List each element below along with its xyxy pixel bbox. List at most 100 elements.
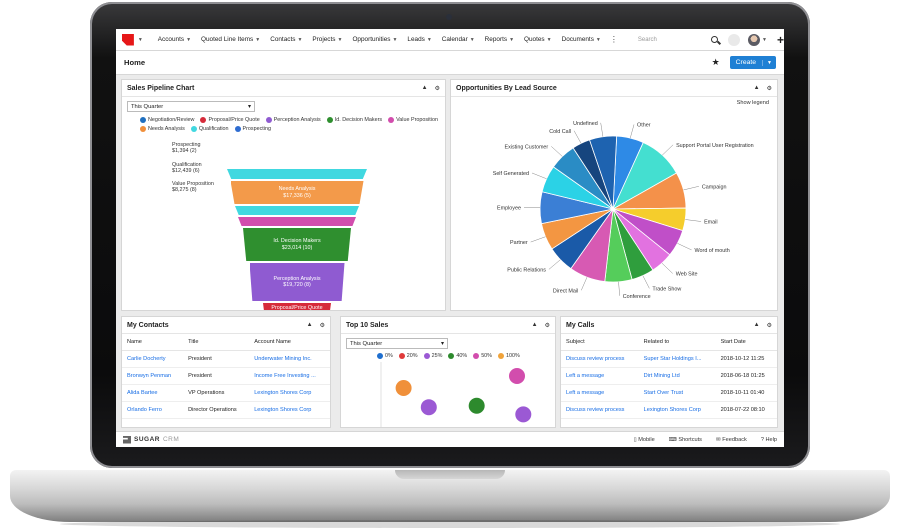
notifications-icon[interactable]: [728, 33, 741, 46]
legend-item[interactable]: Perception Analysis: [265, 117, 321, 123]
collapse-icon[interactable]: ▲: [753, 321, 760, 328]
legend-item[interactable]: 100%: [497, 353, 520, 359]
column-header[interactable]: Title: [183, 334, 250, 351]
row-link[interactable]: Orlando Ferro: [122, 401, 184, 419]
funnel-stage[interactable]: Needs Analysis $17,336 (5): [230, 181, 364, 204]
row-link[interactable]: Bronwyn Penman: [122, 367, 184, 385]
column-header[interactable]: Subject: [561, 334, 639, 351]
nav-item-contacts[interactable]: Contacts ▼: [265, 36, 307, 43]
scatter-point[interactable]: [468, 397, 485, 414]
scatter-point[interactable]: [515, 406, 532, 423]
nav-item-opportunities[interactable]: Opportunities ▼: [347, 36, 402, 43]
footer-link-shortcuts[interactable]: ⌨ Shortcuts: [669, 437, 702, 443]
row-link[interactable]: Lexington Shores Corp: [638, 401, 716, 419]
column-header[interactable]: Name: [122, 334, 184, 351]
row-link[interactable]: Underwater Mining Inc.: [249, 350, 330, 368]
chevron-down-icon[interactable]: ▼: [762, 59, 776, 66]
chevron-down-icon[interactable]: ▼: [337, 36, 343, 43]
dashlet-title: My Contacts: [127, 321, 169, 329]
legend-item[interactable]: 50%: [473, 353, 492, 359]
row-link[interactable]: Discuss review process: [561, 401, 639, 419]
funnel-stage[interactable]: Id. Decision Makers $23,014 (10): [243, 228, 351, 261]
pie-slice[interactable]: [589, 135, 618, 210]
collapse-icon[interactable]: ▲: [531, 321, 538, 328]
timeframe-select[interactable]: This Quarter: [127, 101, 255, 112]
chevron-down-icon[interactable]: ▼: [546, 36, 552, 43]
sugar-logo-icon[interactable]: [122, 33, 134, 46]
chevron-down-icon[interactable]: ▼: [469, 36, 475, 43]
row-link[interactable]: Super Star Holdings I...: [638, 350, 716, 368]
row-link[interactable]: Lexington Shores Corp: [249, 384, 330, 402]
scatter-point[interactable]: [420, 399, 437, 416]
legend-item[interactable]: Value Proposition: [388, 117, 438, 123]
nav-item-quoted-line-items[interactable]: Quoted Line Items ▼: [196, 36, 265, 43]
gear-icon[interactable]: ⚙: [319, 322, 325, 329]
gear-icon[interactable]: ⚙: [434, 85, 440, 92]
chevron-down-icon[interactable]: ▼: [426, 36, 432, 43]
chevron-down-icon[interactable]: ▼: [137, 36, 143, 43]
legend-item[interactable]: 0%: [377, 353, 393, 359]
legend-item[interactable]: Id. Decision Makers: [326, 117, 382, 123]
footer-link-feedback[interactable]: ✉ Feedback: [716, 437, 747, 443]
chevron-down-icon[interactable]: ▼: [297, 36, 303, 43]
column-header[interactable]: Account Name: [249, 334, 330, 351]
row-link[interactable]: Alida Bartee: [122, 384, 184, 402]
quick-create-icon[interactable]: +: [776, 32, 784, 47]
nav-item-documents[interactable]: Documents ▼: [557, 36, 606, 43]
mobile-icon: ▯: [633, 436, 639, 443]
nav-item-leads[interactable]: Leads ▼: [402, 36, 436, 43]
chevron-down-icon[interactable]: ▼: [392, 36, 398, 43]
nav-item-projects[interactable]: Projects ▼: [307, 36, 347, 43]
scatter-point[interactable]: [509, 368, 525, 384]
favorite-star-icon[interactable]: ★: [711, 57, 720, 67]
nav-item-reports[interactable]: Reports ▼: [480, 36, 519, 43]
search-icon[interactable]: [711, 36, 719, 43]
chevron-down-icon[interactable]: ▼: [255, 36, 261, 43]
more-modules-icon[interactable]: ⋮: [609, 35, 618, 44]
collapse-icon[interactable]: ▲: [753, 84, 760, 91]
create-button[interactable]: Create ▼: [729, 56, 776, 69]
legend-item[interactable]: 20%: [398, 353, 418, 359]
funnel-stage[interactable]: Proposal/Price Quote$6,694 (5): [263, 303, 331, 310]
row-link[interactable]: Left a message: [561, 384, 639, 402]
scatter-point[interactable]: [395, 380, 412, 396]
footer-link-mobile[interactable]: ▯ Mobile: [634, 437, 655, 443]
row-link[interactable]: Carlie Docherty: [122, 350, 184, 368]
footer-link-help[interactable]: ? Help: [761, 437, 777, 443]
gear-icon[interactable]: ⚙: [766, 85, 772, 92]
row-link[interactable]: Start Over Trust: [638, 384, 716, 402]
chevron-down-icon[interactable]: ▼: [762, 36, 767, 43]
column-header[interactable]: Start Date: [715, 334, 777, 351]
funnel-stage[interactable]: [235, 206, 359, 215]
legend-item[interactable]: Negotiation/Review: [140, 117, 194, 123]
row-link[interactable]: Discuss review process: [561, 350, 639, 368]
row-link[interactable]: Left a message: [561, 367, 639, 385]
row-link[interactable]: Dirt Mining Ltd: [638, 367, 716, 385]
legend-item[interactable]: 25%: [423, 353, 442, 359]
funnel-stage[interactable]: [238, 217, 356, 226]
legend-item[interactable]: Qualification: [190, 126, 229, 132]
legend-item[interactable]: 40%: [448, 353, 467, 359]
legend-item[interactable]: Prospecting: [234, 126, 271, 132]
timeframe-select[interactable]: This Quarter: [346, 338, 448, 349]
gear-icon[interactable]: ⚙: [766, 322, 772, 329]
nav-item-calendar[interactable]: Calendar ▼: [437, 36, 480, 43]
chevron-down-icon[interactable]: ▼: [186, 36, 192, 43]
chevron-down-icon[interactable]: ▼: [595, 36, 601, 43]
funnel-stage[interactable]: [227, 169, 367, 179]
funnel-stage[interactable]: Perception Analysis $19,720 (8): [249, 263, 345, 301]
row-link[interactable]: Lexington Shores Corp: [249, 401, 330, 419]
chevron-down-icon[interactable]: ▼: [509, 36, 515, 43]
collapse-icon[interactable]: ▲: [306, 321, 313, 328]
gear-icon[interactable]: ⚙: [544, 322, 550, 329]
collapse-icon[interactable]: ▲: [421, 84, 428, 91]
nav-item-quotes[interactable]: Quotes ▼: [519, 36, 557, 43]
legend-item[interactable]: Needs Analysis: [140, 126, 185, 132]
column-header[interactable]: Related to: [638, 334, 716, 351]
show-legend-link[interactable]: Show legend: [736, 100, 769, 106]
avatar[interactable]: [748, 33, 761, 46]
row-link[interactable]: Income Free Investing ...: [249, 367, 330, 385]
nav-item-accounts[interactable]: Accounts ▼: [153, 36, 196, 43]
search-input[interactable]: Search: [637, 36, 657, 43]
legend-item[interactable]: Proposal/Price Quote: [200, 117, 260, 123]
